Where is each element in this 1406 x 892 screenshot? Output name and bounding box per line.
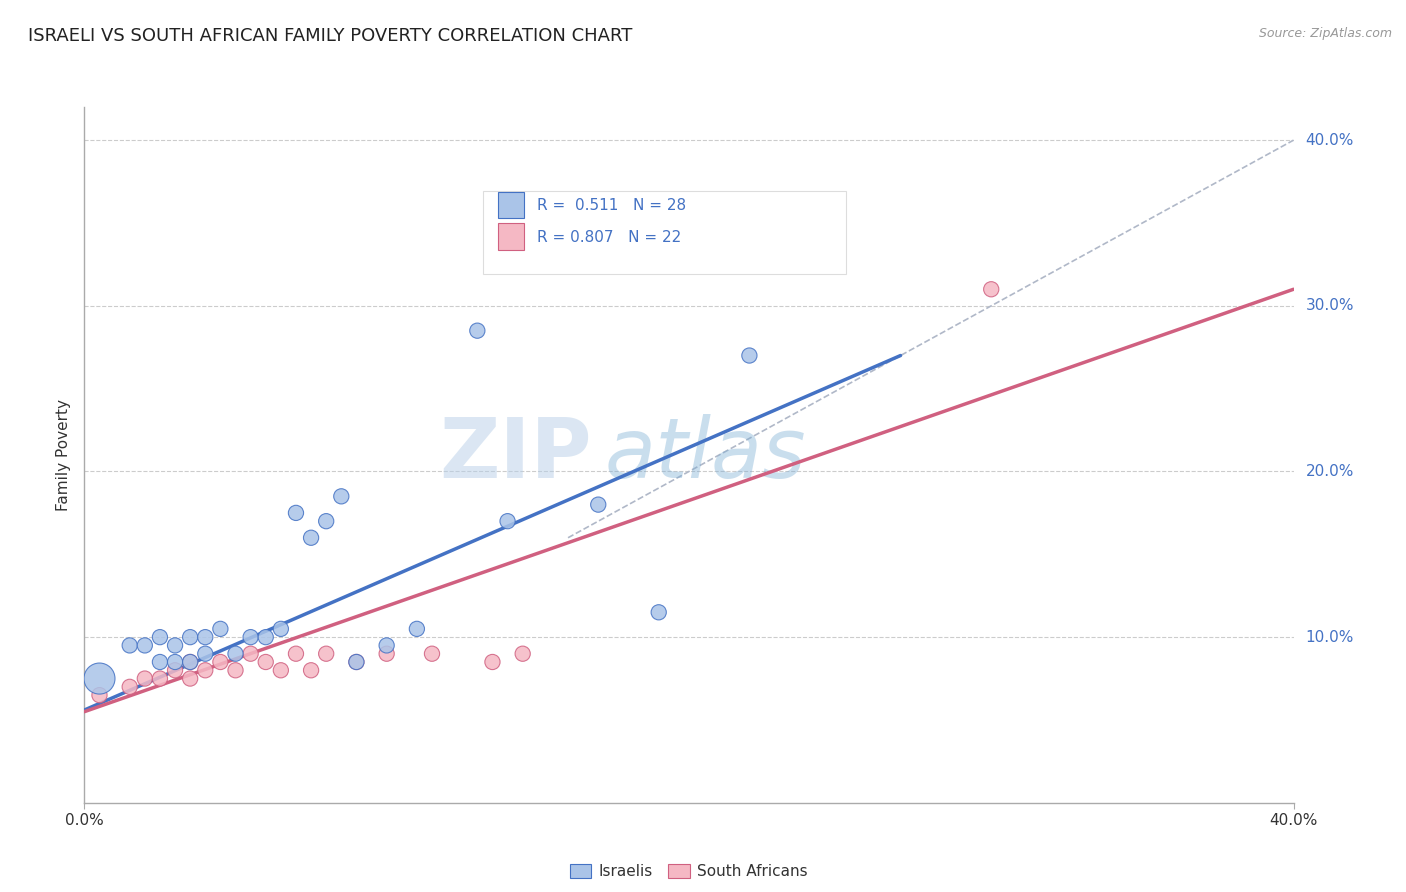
FancyBboxPatch shape — [498, 223, 524, 250]
Point — [254, 630, 277, 644]
Point — [149, 655, 172, 669]
Point — [512, 647, 534, 661]
Text: 40.0%: 40.0% — [1306, 133, 1354, 148]
Point — [179, 655, 201, 669]
Point — [270, 622, 292, 636]
Point — [315, 514, 337, 528]
Point — [315, 647, 337, 661]
Point — [346, 655, 368, 669]
Point — [163, 639, 186, 653]
Text: ZIP: ZIP — [440, 415, 592, 495]
Point — [134, 639, 156, 653]
Point — [239, 647, 262, 661]
Point — [118, 680, 141, 694]
Point — [149, 672, 172, 686]
Point — [406, 622, 429, 636]
Text: atlas: atlas — [605, 415, 806, 495]
Point — [375, 647, 398, 661]
Point — [270, 663, 292, 677]
Text: ISRAELI VS SOUTH AFRICAN FAMILY POVERTY CORRELATION CHART: ISRAELI VS SOUTH AFRICAN FAMILY POVERTY … — [28, 27, 633, 45]
Text: 10.0%: 10.0% — [1306, 630, 1354, 645]
Point — [179, 630, 201, 644]
Point — [420, 647, 443, 661]
Point — [179, 672, 201, 686]
Point — [194, 630, 217, 644]
Text: R =  0.511   N = 28: R = 0.511 N = 28 — [537, 198, 686, 213]
Point — [163, 655, 186, 669]
Point — [239, 630, 262, 644]
Point — [209, 655, 232, 669]
Point — [738, 349, 761, 363]
Point — [89, 672, 111, 686]
Y-axis label: Family Poverty: Family Poverty — [56, 399, 72, 511]
Point — [284, 647, 308, 661]
Point — [375, 639, 398, 653]
FancyBboxPatch shape — [498, 192, 524, 219]
Point — [496, 514, 519, 528]
Point — [194, 663, 217, 677]
Point — [194, 647, 217, 661]
Point — [481, 655, 503, 669]
Point — [225, 647, 247, 661]
Point — [225, 663, 247, 677]
Point — [149, 630, 172, 644]
Point — [209, 622, 232, 636]
Point — [163, 663, 186, 677]
Point — [299, 663, 322, 677]
Text: R = 0.807   N = 22: R = 0.807 N = 22 — [537, 230, 681, 245]
Point — [647, 605, 671, 619]
Point — [467, 324, 489, 338]
Point — [330, 489, 353, 503]
Text: 20.0%: 20.0% — [1306, 464, 1354, 479]
Point — [299, 531, 322, 545]
FancyBboxPatch shape — [484, 191, 846, 274]
Point — [254, 655, 277, 669]
Legend: Israelis, South Africans: Israelis, South Africans — [564, 858, 814, 886]
Point — [284, 506, 308, 520]
Point — [118, 639, 141, 653]
Text: Source: ZipAtlas.com: Source: ZipAtlas.com — [1258, 27, 1392, 40]
Point — [346, 655, 368, 669]
Point — [89, 688, 111, 702]
Point — [134, 672, 156, 686]
Point — [980, 282, 1002, 296]
Text: 30.0%: 30.0% — [1306, 298, 1354, 313]
Point — [588, 498, 610, 512]
Point — [179, 655, 201, 669]
